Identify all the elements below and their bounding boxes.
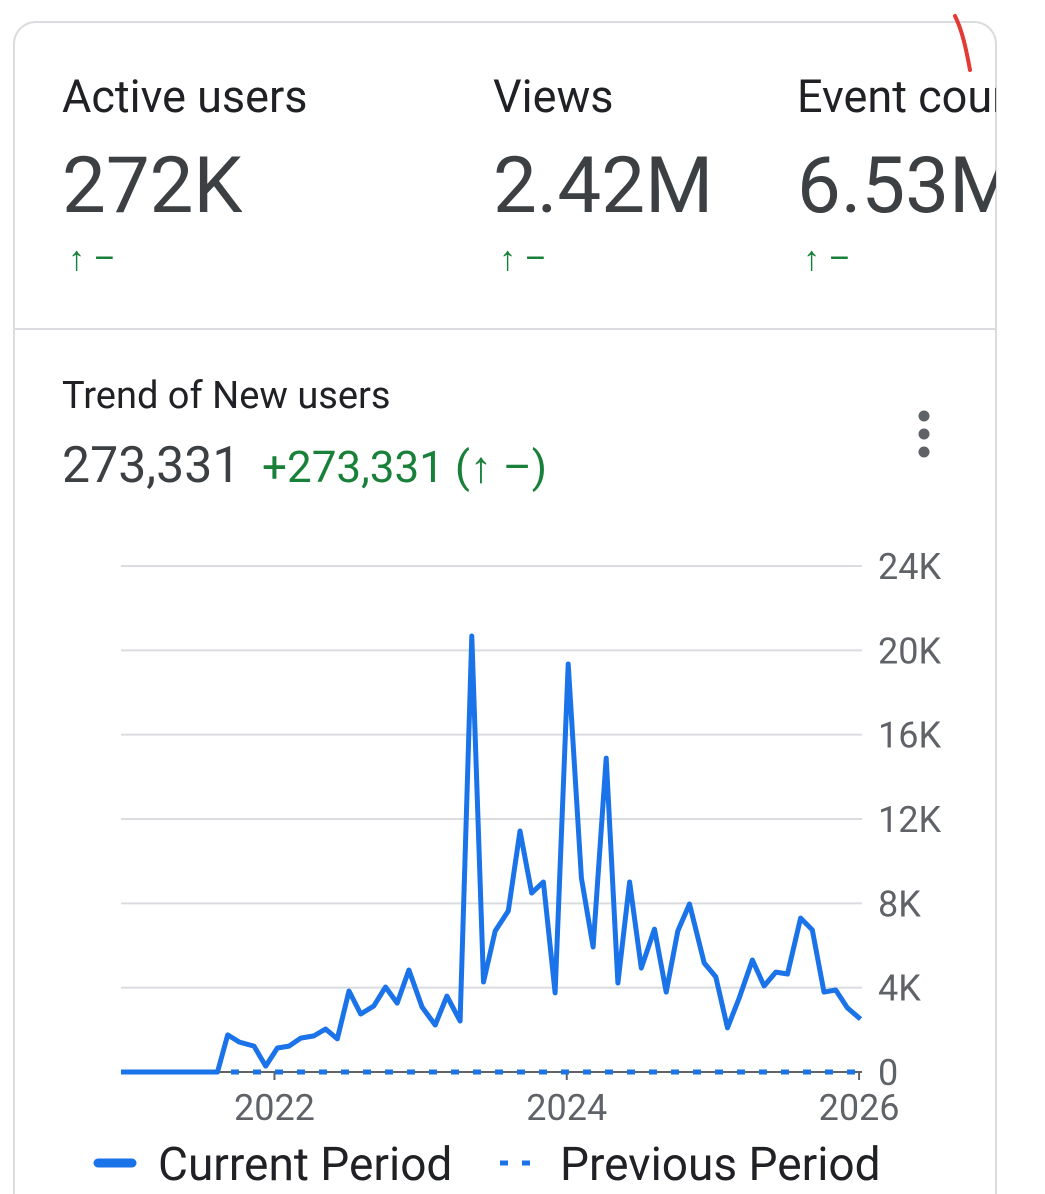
chart: 0 4K 8K 12K 16K 20K 24K 2022 2024 2026 Current Per… — [93, 546, 941, 1192]
series-line — [121, 633, 863, 1075]
y-tick-label: 20K — [878, 630, 941, 672]
metric-change: ↑ – — [803, 239, 851, 279]
legend-label: Previous Period — [560, 1138, 881, 1192]
metrics-row: Active users 272K ↑ – Views 2.42M ↑ – Event co… — [62, 70, 1032, 279]
more-menu[interactable] — [900, 400, 948, 468]
menu-dot — [918, 446, 930, 458]
chart-title: Trend of New users — [62, 374, 391, 418]
menu-dot — [918, 410, 930, 422]
x-tick-label: 2022 — [234, 1087, 315, 1129]
y-tick-label: 12K — [878, 799, 941, 841]
metric-value: 272K — [62, 141, 243, 232]
y-tick-label: 4K — [878, 968, 921, 1010]
metric-change: ↑ – — [68, 239, 116, 279]
metric-label: Active users — [62, 70, 307, 123]
metric-label: Event count — [797, 70, 1032, 123]
x-tick-label: 2024 — [526, 1087, 607, 1129]
metric-value: 2.42M — [493, 141, 713, 232]
y-tick-label: 8K — [878, 883, 921, 925]
total-change: +273,331 (↑ –) — [262, 441, 547, 493]
pen-mark — [953, 14, 972, 72]
y-tick-label: 24K — [878, 546, 941, 588]
total-value: 273,331 — [62, 437, 240, 495]
x-tick-label: 2026 — [819, 1087, 900, 1129]
y-tick-label: 0 — [878, 1052, 898, 1094]
y-tick-label: 16K — [878, 715, 941, 757]
metric-label: Views — [493, 70, 614, 123]
card — [13, 21, 997, 1194]
legend-label: Current Period — [158, 1138, 452, 1192]
metric-value: 6.53M — [797, 141, 1017, 232]
menu-dot — [918, 428, 930, 440]
metric-change: ↑ – — [499, 239, 547, 279]
